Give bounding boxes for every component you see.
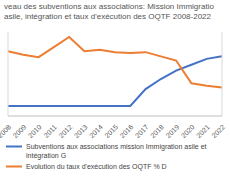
svg-text:2021: 2021	[195, 123, 211, 139]
html-text:Subventions aux associations m: Subventions aux associations mission Imm…	[26, 143, 207, 159]
svg-text:2018: 2018	[149, 123, 165, 139]
svg-text:2017: 2017	[134, 123, 150, 139]
html-text:veau des subventions aux assoc: veau des subventions aux associations: M…	[4, 2, 214, 21]
svg-text:2012: 2012	[57, 123, 73, 139]
html-text:Evolution du taux d'exécution: Evolution du taux d'exécution des OQTF %…	[26, 163, 167, 170]
svg-text:2016: 2016	[119, 123, 135, 139]
svg-text:2015: 2015	[103, 123, 119, 139]
svg-text:2019: 2019	[164, 123, 180, 139]
svg-text:2008: 2008	[8, 123, 12, 139]
svg-text:2013: 2013	[73, 123, 89, 139]
svg-text:2020: 2020	[180, 123, 196, 139]
svg-text:2022: 2022	[210, 123, 222, 139]
svg-text:2011: 2011	[42, 123, 58, 139]
svg-text:2009: 2009	[12, 123, 28, 139]
svg-text:2010: 2010	[27, 123, 43, 139]
svg-text:2014: 2014	[88, 123, 104, 139]
